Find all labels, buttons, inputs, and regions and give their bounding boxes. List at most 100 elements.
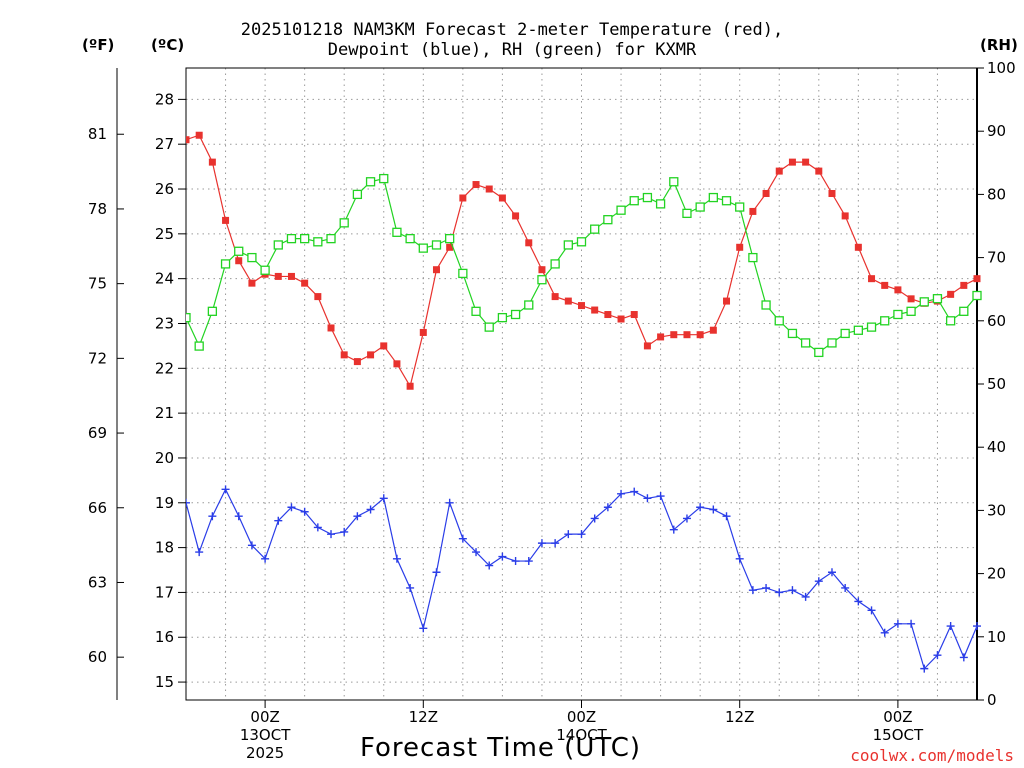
rh-point (471, 306, 481, 316)
dewpoint-point (867, 606, 876, 615)
rh-tick-label: 90 (987, 122, 1006, 140)
dewpoint-point (656, 492, 665, 501)
temperature-point (960, 281, 968, 289)
temperature-point (670, 331, 678, 339)
rh-point (774, 316, 784, 326)
rh-point (945, 316, 956, 326)
dewpoint-point (893, 619, 902, 628)
rh-point (234, 246, 244, 256)
rh-tick-label: 0 (987, 691, 997, 709)
celsius-tick-label: 23 (155, 314, 174, 332)
temperature-point (841, 212, 849, 220)
dewpoint-point (827, 568, 836, 577)
rh-point (629, 196, 639, 206)
temperature-point (498, 194, 506, 202)
rh-point (721, 196, 732, 206)
rh-point (405, 233, 415, 244)
temperature-point (868, 275, 876, 283)
dewpoint-point (234, 512, 243, 521)
dewpoint-point (432, 568, 441, 577)
temperature-point (749, 207, 757, 215)
temperature-point (485, 185, 493, 193)
rh-point (207, 306, 218, 316)
temperature-point (472, 181, 480, 189)
dewpoint-point (841, 583, 850, 592)
temperature-point (617, 315, 625, 323)
rh-point (708, 192, 718, 203)
rh-point (642, 192, 653, 203)
fahrenheit-tick-label: 78 (88, 200, 107, 218)
celsius-tick-label: 17 (155, 583, 174, 601)
dewpoint-point (920, 664, 929, 673)
celsius-tick-label: 15 (155, 673, 174, 691)
celsius-unit-label: (ºC) (151, 36, 185, 54)
rh-point (669, 177, 679, 187)
rh-point (186, 312, 191, 323)
rh-point (418, 243, 428, 253)
time-tick-sublabel: 2025 (246, 744, 284, 762)
temperature-point (235, 257, 243, 265)
rh-point (576, 237, 587, 247)
temperature-point (551, 293, 559, 301)
temperature-point (828, 190, 836, 198)
temperature-point (419, 328, 427, 336)
dewpoint-point (353, 512, 362, 521)
dewpoint-point (564, 530, 573, 539)
temperature-point (512, 212, 520, 220)
rh-point (445, 233, 455, 244)
dewpoint-point (709, 505, 718, 514)
time-tick-label: 00Z (250, 708, 279, 726)
temperature-point (564, 297, 572, 305)
temperature-point (248, 279, 256, 287)
rh-tick-label: 10 (987, 628, 1006, 646)
dewpoint-point (933, 651, 942, 660)
rh-tick-label: 100 (987, 59, 1016, 77)
rh-point (866, 322, 877, 332)
rh-point (853, 325, 863, 335)
celsius-tick-label: 28 (155, 90, 174, 108)
temperature-point (393, 360, 401, 368)
dewpoint-point (946, 622, 955, 631)
fahrenheit-tick-label: 69 (88, 424, 107, 442)
rh-point (748, 252, 758, 263)
rh-point (339, 218, 349, 228)
temperature-point (709, 326, 717, 334)
dewpoint-point (445, 498, 454, 507)
temperature-point (775, 167, 783, 175)
rh-point (550, 259, 560, 269)
rh-point (563, 240, 573, 250)
temperature-point (432, 266, 440, 274)
temperature-point (287, 272, 295, 280)
dewpoint-point (208, 512, 217, 521)
celsius-tick-label: 18 (155, 539, 174, 557)
temperature-point (274, 272, 282, 280)
dewpoint-point (537, 539, 546, 548)
dewpoint-point (313, 523, 322, 532)
rh-point (431, 240, 442, 250)
dewpoint-point (775, 588, 784, 597)
dewpoint-point (788, 586, 797, 595)
rh-point (827, 338, 837, 348)
rh-point (365, 177, 376, 187)
rh-point (497, 312, 508, 323)
series-temperature (186, 131, 981, 390)
temperature-point (380, 342, 388, 350)
rh-point (814, 347, 824, 358)
dewpoint-point (366, 505, 375, 514)
celsius-tick-label: 21 (155, 404, 174, 422)
temperature-point (591, 306, 599, 314)
rh-point (537, 275, 547, 285)
celsius-tick-label: 25 (155, 225, 174, 243)
rh-unit-label: (RH) (980, 36, 1018, 54)
fahrenheit-tick-label: 75 (88, 275, 107, 293)
rh-tick-label: 40 (987, 438, 1006, 456)
rh-point (893, 309, 903, 320)
rh-point (682, 208, 692, 219)
temperature-point (186, 136, 190, 144)
series-rh (186, 173, 982, 358)
rh-point (655, 199, 666, 209)
temperature-point (881, 281, 889, 289)
dewpoint-point (880, 628, 889, 637)
rh-point (458, 268, 468, 279)
rh-point (247, 252, 257, 263)
